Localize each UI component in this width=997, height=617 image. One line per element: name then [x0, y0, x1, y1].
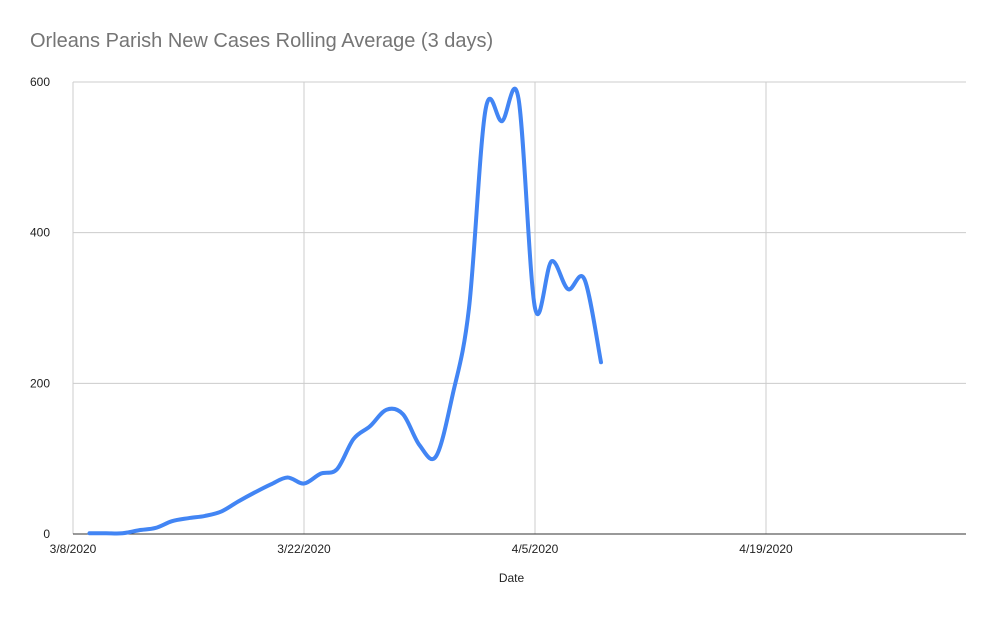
grid-lines — [72, 81, 966, 534]
y-tick-label: 200 — [30, 376, 50, 390]
chart-title: Orleans Parish New Cases Rolling Average… — [30, 30, 494, 52]
y-axis-ticks: 0 200 400 600 — [30, 75, 50, 541]
y-tick-label: 0 — [43, 527, 50, 541]
x-tick-label: 3/22/2020 — [277, 542, 331, 556]
y-tick-label: 400 — [30, 226, 50, 240]
x-axis-label: Date — [499, 571, 525, 585]
x-tick-label: 3/8/2020 — [50, 542, 97, 556]
y-tick-label: 600 — [30, 75, 50, 89]
x-tick-label: 4/5/2020 — [512, 542, 559, 556]
series-line — [87, 86, 603, 536]
x-axis-ticks: 3/8/2020 3/22/2020 4/5/2020 4/19/2020 — [50, 542, 793, 556]
x-tick-label: 4/19/2020 — [739, 542, 793, 556]
